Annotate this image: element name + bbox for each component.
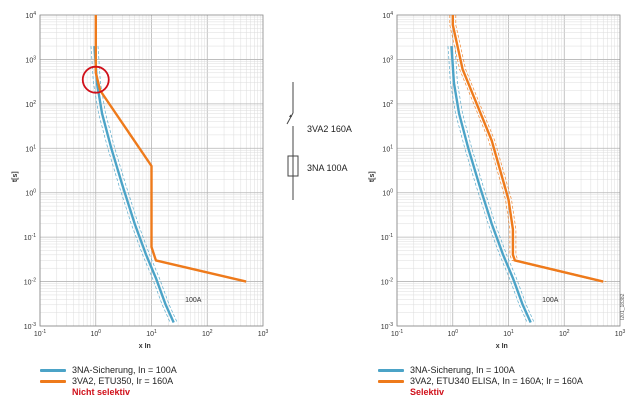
- y-tick-label: 102: [382, 100, 393, 109]
- legend-swatch-breaker: [378, 379, 404, 383]
- legend-swatch-fuse: [40, 368, 66, 372]
- breaker-trip-marker: [289, 114, 292, 117]
- verdict-right: Selektiv: [410, 387, 445, 397]
- x-tick-label: 102: [559, 329, 570, 338]
- series-tolerance-line: [97, 46, 178, 323]
- breaker-label: 3VA2 160A: [307, 124, 352, 134]
- y-axis-label: t[s]: [12, 171, 19, 182]
- y-tick-label: 100: [25, 189, 36, 198]
- x-tick-label: 10-1: [34, 329, 46, 338]
- crossing-marker-circle: [81, 65, 110, 94]
- series-line-fuse: [93, 46, 175, 323]
- legend-item-breaker-right: 3VA2, ETU340 ELISA, In = 160A; Ir = 160A: [378, 376, 583, 386]
- y-tick-label: 103: [25, 55, 36, 64]
- x-tick-label: 101: [503, 329, 514, 338]
- series-tolerance-line: [455, 15, 607, 282]
- figure-id-label: I201_18382: [620, 293, 626, 320]
- y-tick-label: 101: [382, 144, 393, 153]
- y-tick-label: 10-1: [24, 233, 36, 242]
- series-tolerance-line: [447, 46, 528, 323]
- x-tick-label: 101: [146, 329, 157, 338]
- x-tick-label: 100: [447, 329, 458, 338]
- y-tick-label: 103: [382, 55, 393, 64]
- legend-item-fuse-left: 3NA-Sicherung, In = 100A: [40, 365, 177, 375]
- y-tick-label: 10-3: [24, 322, 36, 331]
- legend-item-fuse-right: 3NA-Sicherung, In = 100A: [378, 365, 515, 375]
- y-tick-label: 10-2: [24, 278, 36, 287]
- fuse-label: 3NA 100A: [307, 163, 348, 173]
- series-tolerance-line: [449, 15, 601, 282]
- y-tick-label: 104: [25, 11, 36, 20]
- legend-label-fuse: 3NA-Sicherung, In = 100A: [72, 365, 177, 375]
- x-tick-label: 10-1: [391, 329, 403, 338]
- y-tick-label: 10-2: [381, 278, 393, 287]
- plot-frame: [39, 14, 264, 327]
- chart-panel-right: 10-1 100 101 102 103 10-3 10-2 10-1 100 101 102 103…: [369, 11, 626, 350]
- x-tick-label: 102: [202, 329, 213, 338]
- y-tick-label: 10-1: [381, 233, 393, 242]
- legend-label-fuse: 3NA-Sicherung, In = 100A: [410, 365, 515, 375]
- legend-label-breaker: 3VA2, ETU340 ELISA, In = 160A; Ir = 160A: [410, 376, 583, 386]
- legend-item-breaker-left: 3VA2, ETU350, Ir = 160A: [40, 376, 173, 386]
- legend-swatch-breaker: [40, 379, 66, 383]
- breaker-switch-blade: [286, 112, 294, 125]
- series-tolerance-line: [454, 46, 535, 323]
- chart-panel-left: 10-1 100 101 102 103 10-3 10-2 10-1 100 101 102 103…: [12, 11, 269, 350]
- plot-frame: [396, 14, 621, 327]
- y-tick-label: 10-3: [381, 322, 393, 331]
- legend-swatch-fuse: [378, 368, 404, 372]
- y-tick-label: 101: [25, 144, 36, 153]
- legend-label-breaker: 3VA2, ETU350, Ir = 160A: [72, 376, 174, 386]
- annotation-label: 100A: [185, 297, 202, 304]
- series-line-breaker: [94, 15, 247, 283]
- x-tick-label: 103: [258, 329, 269, 338]
- x-tick-label: 100: [90, 329, 101, 338]
- series-line-fuse: [450, 46, 532, 323]
- series-tolerance-line: [90, 46, 171, 323]
- annotation-label: 100A: [542, 297, 559, 304]
- y-axis-label: t[s]: [369, 171, 376, 182]
- x-axis-label: x In: [496, 343, 508, 350]
- verdict-left: Nicht selektiv: [72, 387, 131, 397]
- y-tick-label: 104: [382, 11, 393, 20]
- series-line-breaker: [451, 15, 604, 283]
- y-tick-label: 102: [25, 100, 36, 109]
- x-axis-label: x In: [139, 343, 151, 350]
- schematic: 3VA2 160A 3NA 100A: [286, 82, 352, 200]
- y-tick-label: 100: [382, 189, 393, 198]
- x-tick-label: 103: [615, 329, 626, 338]
